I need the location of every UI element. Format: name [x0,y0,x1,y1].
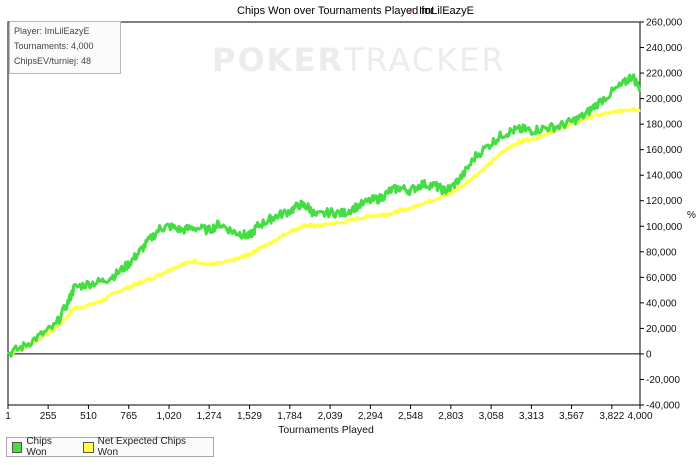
legend-item-chips-won[interactable]: Chips Won [12,436,71,458]
y-tick-label: 120,000 [646,196,683,207]
legend-item-net-expected[interactable]: Net Expected Chips Won [83,436,201,458]
y-tick-label: 0 [646,349,652,360]
x-tick-label: 2,039 [318,411,343,422]
y-tick-label: 200,000 [646,94,683,105]
legend-swatch-chips-won [12,441,23,453]
legend-label-chips-won: Chips Won [26,436,52,458]
info-chipsev: ChipsEV/turniej: 48 [14,56,92,66]
x-axis-label: Tournaments Played [278,424,374,436]
y-tick-label: 240,000 [646,43,683,54]
x-tick-label: 2,548 [398,411,423,422]
y-tick-label: -20,000 [646,375,680,386]
chart-title: Chips Won over Tournaments Played for [237,5,434,17]
info-tournaments: Tournaments: 4,000 [14,41,94,51]
y-tick-label: 260,000 [646,18,683,29]
x-tick-label: 1,274 [197,411,222,422]
x-tick-label: 3,313 [519,411,544,422]
y-tick-label: 100,000 [646,222,683,233]
x-tick-label: 2,803 [438,411,463,422]
legend-swatch-net-expected [83,441,94,453]
x-tick-label: 1,529 [237,411,262,422]
series-layer [7,73,642,358]
y-tick-label: 160,000 [646,145,683,156]
watermark-bold: POKER [212,41,344,79]
y-axis: -40,000 -20,000 0 20,000 40,000 60,000 80,000 1… [640,18,683,412]
info-player: Player: ImLilEazyE [14,26,90,36]
x-axis: 1 255 510 765 1,020 1,274 1,529 1,784 2,039 2,294… [5,405,653,422]
x-tick-label: 2,294 [358,411,383,422]
chart-legend: Chips Won Net Expected Chips Won [6,436,214,458]
x-tick-label: 3,822 [599,411,624,422]
x-tick-label: 765 [120,411,137,422]
legend-label-net-expected: Net Expected Chips Won [97,436,187,458]
watermark-light: TRACKER [343,41,506,79]
y-tick-label: 60,000 [646,273,677,284]
y-tick-label: 80,000 [646,247,677,258]
series-line-chips-won [7,73,642,358]
chart-title-group: Chips Won over Tournaments Played for ♂ … [237,5,474,17]
x-tick-label: 3,567 [559,411,584,422]
x-tick-label: 3,058 [479,411,504,422]
y-axis-unit: % [687,210,696,221]
chart-title-player: ImLilEazyE [419,5,474,17]
y-tick-label: 20,000 [646,324,677,335]
pokertracker-watermark: POKERTRACKER [212,41,506,79]
x-tick-label: 4,000 [627,411,652,422]
y-tick-label: 40,000 [646,298,677,309]
player-icon: ♂ [407,6,415,17]
x-tick-label: 510 [80,411,97,422]
x-tick-label: 1,020 [157,411,182,422]
y-tick-label: 140,000 [646,171,683,182]
series-line-net-expected [7,107,641,356]
y-tick-label: -40,000 [646,401,680,412]
y-tick-label: 220,000 [646,69,683,80]
x-tick-label: 1,784 [277,411,302,422]
y-tick-label: 180,000 [646,120,683,131]
stats-info-box: Player: ImLilEazyE Tournaments: 4,000 Ch… [9,21,121,74]
x-tick-label: 255 [40,411,57,422]
x-tick-label: 1 [5,411,11,422]
